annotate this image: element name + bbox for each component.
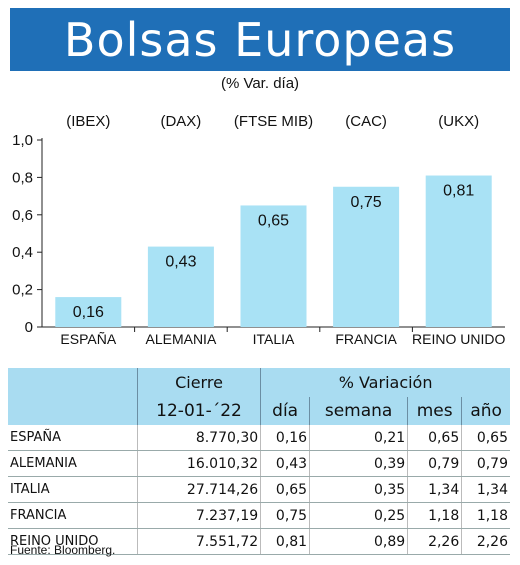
x-tick-label: ALEMANIA	[145, 331, 216, 347]
col-dia: día	[260, 397, 311, 425]
table-cell-semana: 0,89	[309, 528, 409, 555]
table-row: ESPAÑA 8.770,30 0,16 0,21 0,65 0,65	[8, 425, 510, 451]
bar-value-label: 0,81	[443, 183, 474, 200]
table-cell-anio: 2,26	[461, 528, 510, 555]
page-title: Bolsas Europeas	[63, 12, 457, 67]
index-label: (DAX)	[160, 113, 201, 130]
table-cell-mes: 0,79	[407, 450, 463, 477]
table-cell-cierre: 7.551,72	[137, 528, 262, 555]
chart-subtitle: (% Var. día)	[220, 75, 300, 92]
bar	[240, 205, 307, 327]
table-cell-anio: 1,18	[461, 502, 510, 529]
table-cell-anio: 0,65	[461, 425, 510, 451]
table-cell-mes: 2,26	[407, 528, 463, 555]
col-semana: semana	[309, 397, 409, 425]
table-cell-cierre: 16.010,32	[137, 450, 262, 477]
table-cell-name: ESPAÑA	[8, 425, 138, 451]
table-cell-cierre: 27.714,26	[137, 476, 262, 503]
data-table: Cierre % Variación 12-01-´22 día semana …	[8, 368, 510, 555]
y-tick-label: 0,4	[12, 244, 33, 261]
table-cell-dia: 0,75	[260, 502, 311, 529]
table-row: FRANCIA 7.237,19 0,75 0,25 1,18 1,18	[8, 502, 510, 529]
bar	[147, 246, 214, 327]
variacion-header: % Variación	[260, 368, 510, 397]
y-tick-label: 0,8	[12, 169, 33, 186]
table-cell-semana: 0,25	[309, 502, 409, 529]
source-note: Fuente: Bloomberg.	[10, 543, 116, 557]
table-cell-semana: 0,35	[309, 476, 409, 503]
x-tick-label: REINO UNIDO	[412, 331, 505, 347]
table-cell-name: REINO UNIDO	[8, 528, 138, 555]
table-cell-dia: 0,81	[260, 528, 311, 555]
x-tick-label: FRANCIA	[335, 331, 397, 347]
table-cell-mes: 1,18	[407, 502, 463, 529]
bar-value-label: 0,16	[73, 304, 104, 321]
index-label: (IBEX)	[66, 113, 110, 130]
y-tick-label: 1,0	[12, 132, 33, 149]
table-cell-cierre: 7.237,19	[137, 502, 262, 529]
index-label: (FTSE MIB)	[234, 113, 313, 130]
bar	[55, 297, 122, 327]
bar-value-label: 0,75	[351, 194, 382, 211]
table-cell-semana: 0,39	[309, 450, 409, 477]
table-cell-anio: 0,79	[461, 450, 510, 477]
bar	[425, 175, 492, 327]
cierre-header: Cierre	[137, 368, 262, 397]
table-cell-dia: 0,16	[260, 425, 311, 451]
blank-header	[8, 368, 138, 397]
table-row: ALEMANIA 16.010,32 0,43 0,39 0,79 0,79	[8, 450, 510, 477]
table-row: REINO UNIDO 7.551,72 0,81 0,89 2,26 2,26	[8, 528, 510, 555]
table-cell-mes: 0,65	[407, 425, 463, 451]
table-cell-dia: 0,43	[260, 450, 311, 477]
col-anio: año	[461, 397, 510, 425]
table-cell-semana: 0,21	[309, 425, 409, 451]
table-row: ITALIA 27.714,26 0,65 0,35 1,34 1,34	[8, 476, 510, 503]
table-cell-dia: 0,65	[260, 476, 311, 503]
table-cell-mes: 1,34	[407, 476, 463, 503]
x-tick-label: ITALIA	[253, 331, 295, 347]
title-banner: Bolsas Europeas	[10, 8, 510, 71]
index-label: (UKX)	[438, 113, 479, 130]
y-tick-label: 0,2	[12, 282, 33, 299]
y-tick-label: 0	[25, 319, 33, 336]
blank-subheader	[8, 397, 138, 425]
col-mes: mes	[407, 397, 463, 425]
index-label: (CAC)	[345, 113, 387, 130]
x-tick-label: ESPAÑA	[60, 331, 116, 347]
bar	[333, 186, 400, 327]
table-cell-name: ALEMANIA	[8, 450, 138, 477]
col-date: 12-01-´22	[137, 397, 262, 425]
bar-value-label: 0,65	[258, 212, 289, 229]
table-cell-cierre: 8.770,30	[137, 425, 262, 451]
bar-value-label: 0,43	[165, 254, 196, 271]
table-cell-name: ITALIA	[8, 476, 138, 503]
bar-chart: 0 0,2 0,4 0,6 0,8 1,0 0,16 ESPAÑA (IBEX) 0,43 ALEM…	[12, 113, 505, 347]
y-tick-label: 0,6	[12, 207, 33, 224]
table-cell-name: FRANCIA	[8, 502, 138, 529]
table-cell-anio: 1,34	[461, 476, 510, 503]
